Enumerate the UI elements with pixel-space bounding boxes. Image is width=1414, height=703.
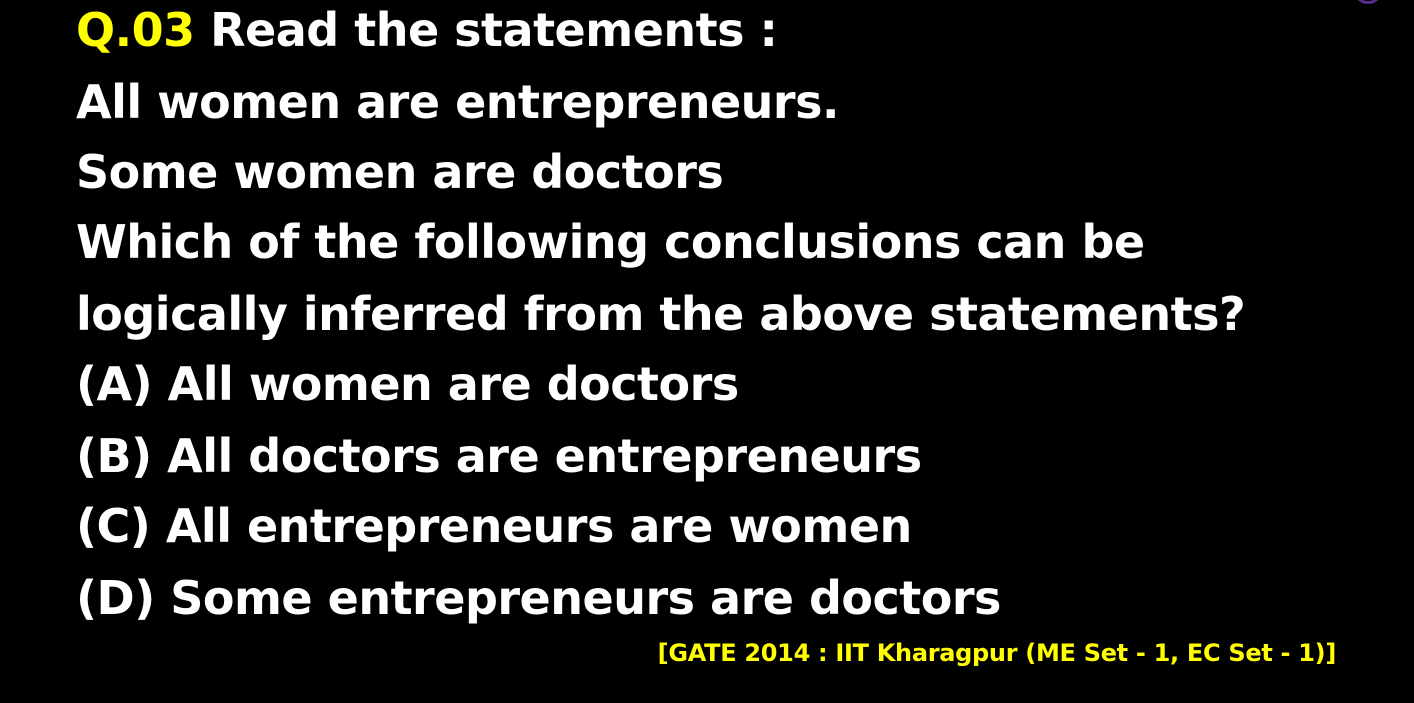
question-ask-line-1: Which of the following conclusions can b… [76, 215, 1145, 269]
option-c: (C) All entrepreneurs are women [76, 499, 912, 553]
question-header: Q.03 Read the statements : [76, 0, 778, 60]
source-citation: [GATE 2014 : IIT Kharagpur (ME Set - 1, … [657, 639, 1337, 667]
question-ask-line-2: logically inferred from the above statem… [76, 287, 1246, 341]
option-a: (A) All women are doctors [76, 357, 739, 411]
corner-circle-icon [1356, 0, 1380, 4]
statement-1: All women are entrepreneurs. [76, 75, 839, 129]
option-d: (D) Some entrepreneurs are doctors [76, 571, 1001, 625]
question-prompt: Read the statements : [210, 3, 778, 57]
statement-2: Some women are doctors [76, 145, 724, 199]
question-number: Q.03 [76, 3, 195, 57]
option-b: (B) All doctors are entrepreneurs [76, 429, 922, 483]
